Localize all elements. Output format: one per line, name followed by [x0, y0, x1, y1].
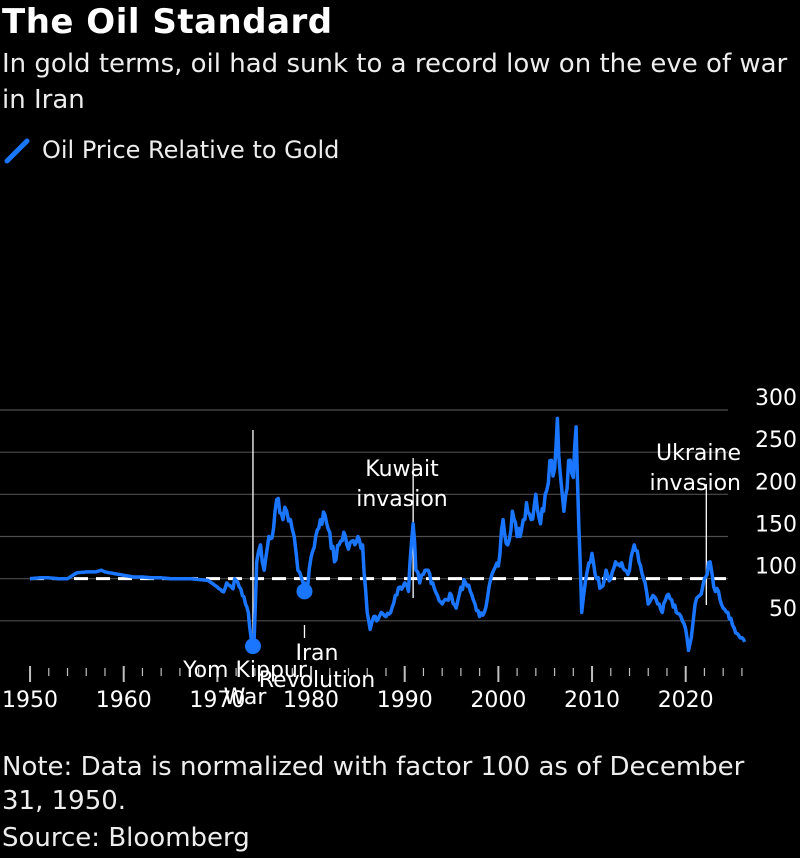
legend-label: Oil Price Relative to Gold: [42, 136, 340, 164]
x-tick-label: 2020: [658, 688, 714, 713]
y-tick-label: 50: [769, 597, 797, 622]
x-tick-label: 1980: [283, 688, 339, 713]
y-tick-label: 200: [755, 470, 797, 495]
line-chart: 50 100 150 200 250 300 1950 1960 1970 1980 1990 20…: [0, 386, 797, 713]
annotation-label: Ukraine invasion: [649, 441, 741, 496]
x-tick-label: 1990: [377, 688, 433, 713]
annotation-label: Kuwait invasion: [356, 457, 448, 512]
chart-title: The Oil Standard: [2, 2, 333, 42]
chart-subtitle: In gold terms, oil had sunk to a record …: [2, 49, 788, 115]
y-tick-label: 250: [755, 428, 797, 453]
x-axis: 1950 1960 1970 1980 1990 2000 2010 2020: [2, 666, 743, 713]
annotation-marker: [244, 638, 261, 655]
footnote: Note: Data is normalized with factor 100…: [2, 752, 745, 816]
series-line-oil-gold: [29, 416, 747, 653]
source-note: Source: Bloomberg: [2, 823, 250, 853]
legend: Oil Price Relative to Gold: [2, 134, 339, 166]
x-tick-label: 2000: [470, 688, 526, 713]
y-axis-tick-labels: 50 100 150 200 250 300: [755, 386, 797, 622]
x-tick-label: 1960: [96, 688, 152, 713]
x-tick-label: 1970: [189, 688, 245, 713]
y-tick-label: 150: [755, 513, 797, 538]
legend-line-icon: [4, 138, 30, 164]
annotation-label: Yom Kippur War: [182, 658, 308, 710]
x-tick-label: 2010: [564, 688, 620, 713]
annotation-dots: [244, 583, 313, 655]
x-tick-label: 1950: [2, 688, 58, 713]
y-tick-label: 100: [755, 555, 797, 580]
y-tick-label: 300: [755, 386, 797, 411]
annotation-label: Iran Revolution: [259, 641, 376, 693]
annotation-marker: [296, 583, 313, 600]
